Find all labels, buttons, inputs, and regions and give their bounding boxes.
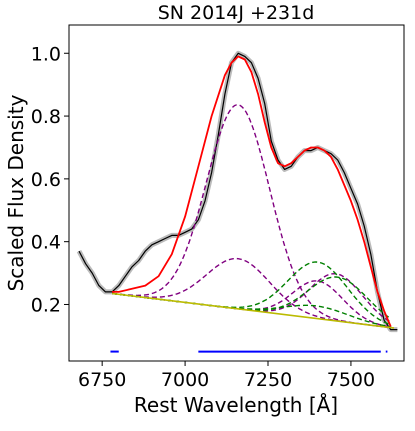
x-tick-label: 7500 xyxy=(327,369,375,391)
chart-title: SN 2014J +231d xyxy=(158,2,315,24)
continuum-line xyxy=(112,292,395,329)
x-tick-label: 7250 xyxy=(244,369,292,391)
y-tick-label: 0.2 xyxy=(31,294,61,316)
tick-layer: 6750 7000 7250 7500 0.2 0.4 0.6 0.8 1.0 xyxy=(31,43,375,391)
observed-spectrum-band xyxy=(76,50,398,333)
y-tick-label: 1.0 xyxy=(31,43,61,65)
x-tick-label: 7000 xyxy=(161,369,209,391)
plot-frame xyxy=(68,24,405,362)
iron-component-curve xyxy=(112,280,391,328)
observed-spectrum-line xyxy=(78,52,398,331)
x-tick-label: 6750 xyxy=(78,369,126,391)
nickel-component-curve xyxy=(112,261,391,326)
total-fit-line xyxy=(112,55,392,327)
x-axis-label: Rest Wavelength [Å] xyxy=(134,393,338,417)
y-tick-label: 0.4 xyxy=(31,232,61,254)
y-tick-label: 0.6 xyxy=(31,169,61,191)
y-axis-label: Scaled Flux Density xyxy=(4,94,28,291)
data-layer xyxy=(76,50,398,353)
iron-component-curve xyxy=(112,104,391,329)
y-tick-label: 0.8 xyxy=(31,106,61,128)
nickel-component-curve xyxy=(112,292,391,328)
